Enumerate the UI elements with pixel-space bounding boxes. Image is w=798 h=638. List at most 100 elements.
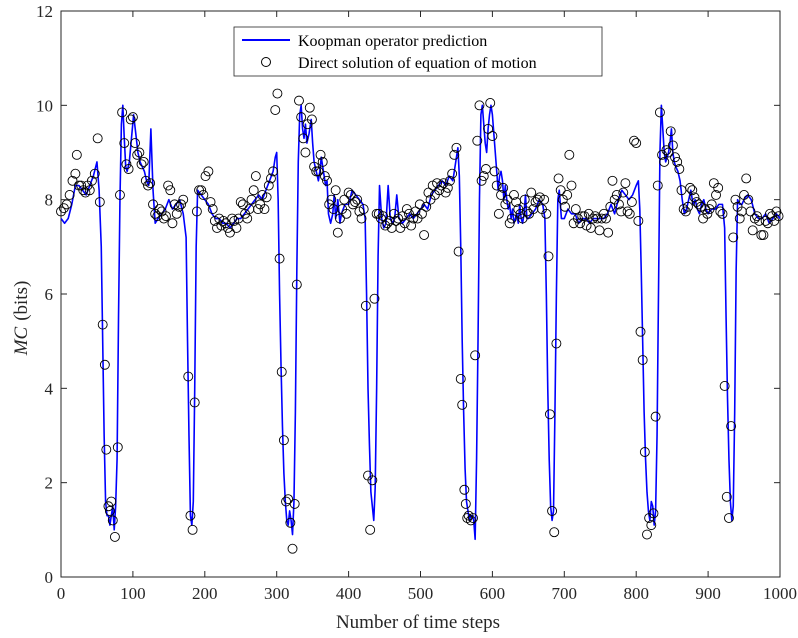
direct-solution-marker [158, 213, 169, 224]
direct-solution-marker [551, 338, 562, 349]
direct-solution-marker [680, 206, 691, 217]
direct-solution-marker [58, 203, 69, 214]
direct-solution-marker [483, 123, 494, 134]
direct-solution-marker [185, 510, 196, 521]
direct-solution-marker [84, 185, 95, 196]
direct-solution-marker [470, 350, 481, 361]
direct-solution-marker [311, 166, 322, 177]
direct-solution-marker [130, 138, 141, 149]
direct-solution-marker [455, 373, 466, 384]
axes-frame [60, 10, 781, 578]
series-layer [56, 88, 784, 554]
direct-solution-marker [101, 444, 112, 455]
direct-solution-marker [642, 529, 652, 540]
x-tick-label: 100 [120, 584, 146, 603]
direct-solution-marker [259, 204, 270, 215]
direct-solution-marker [250, 171, 261, 182]
direct-solution-marker [399, 218, 410, 229]
direct-solution-marker [56, 206, 66, 217]
direct-solution-marker [468, 513, 478, 523]
direct-solution-marker [440, 187, 451, 198]
direct-solution-marker [154, 204, 165, 215]
direct-solution-marker [476, 175, 487, 186]
direct-solution-marker [442, 182, 453, 193]
direct-solution-marker [539, 194, 550, 205]
direct-solution-marker [622, 206, 633, 217]
direct-solution-marker [436, 180, 447, 191]
direct-solution-marker [741, 173, 752, 184]
direct-solution-marker [693, 199, 704, 210]
x-tick-label: 600 [480, 584, 506, 603]
direct-solution-marker [165, 185, 176, 196]
direct-solution-marker [745, 206, 756, 217]
direct-solution-marker [350, 197, 361, 207]
direct-solution-marker [191, 206, 202, 217]
direct-solution-marker [553, 173, 564, 184]
direct-solution-marker [601, 213, 611, 224]
direct-solution-marker [378, 211, 389, 222]
direct-solution-marker [107, 515, 118, 526]
direct-solution-marker [70, 168, 81, 179]
direct-solution-marker [451, 142, 462, 153]
direct-solution-marker [332, 227, 343, 238]
direct-solution-marker [136, 159, 147, 170]
direct-solution-marker [406, 220, 417, 231]
direct-solution-marker [330, 185, 341, 196]
direct-solution-marker [121, 159, 132, 170]
direct-solution-marker [689, 192, 700, 203]
direct-solution-marker [474, 100, 485, 111]
legend: Koopman operator prediction Direct solut… [233, 26, 603, 77]
direct-solution-marker [611, 189, 622, 200]
direct-solution-marker [747, 225, 758, 236]
direct-solution-marker [637, 355, 648, 365]
x-tick-label: 0 [57, 584, 66, 603]
direct-solution-marker [242, 213, 253, 224]
direct-solution-marker [306, 114, 317, 125]
direct-solution-marker [478, 171, 489, 182]
direct-solution-marker [369, 293, 380, 304]
x-tick-label: 200 [192, 584, 218, 603]
direct-solution-marker [544, 409, 555, 420]
direct-solution-marker [67, 175, 78, 186]
direct-solution-marker [283, 494, 294, 505]
direct-solution-marker [104, 506, 115, 516]
direct-solution-marker [64, 189, 75, 200]
x-tick-label: 400 [336, 584, 362, 603]
direct-solution-marker [109, 531, 120, 542]
direct-solution-marker [620, 178, 631, 189]
direct-solution-marker [313, 166, 324, 177]
direct-solution-marker [227, 213, 238, 224]
tick-layer [60, 10, 781, 578]
direct-solution-marker [167, 218, 178, 229]
direct-solution-marker [119, 138, 130, 149]
direct-solution-marker [756, 230, 767, 240]
direct-solution-marker [570, 204, 581, 215]
direct-solution-marker [171, 208, 182, 219]
direct-solution-marker [270, 105, 281, 116]
direct-solution-marker [117, 107, 128, 118]
direct-solution-marker [487, 131, 498, 141]
direct-solution-marker [685, 182, 696, 193]
direct-solution-marker [721, 491, 732, 502]
x-tick-label: 700 [552, 584, 578, 603]
x-tick-label: 300 [264, 584, 290, 603]
plot-area [56, 10, 784, 578]
direct-solution-marker [148, 199, 158, 210]
direct-solution-marker [335, 213, 345, 224]
direct-solution-marker [278, 435, 289, 446]
direct-solution-marker [246, 194, 257, 205]
direct-solution-marker [138, 156, 149, 167]
direct-solution-marker [728, 232, 739, 243]
direct-solution-marker [665, 126, 676, 137]
direct-solution-marker [762, 218, 773, 229]
direct-solution-marker [562, 189, 573, 200]
direct-solution-marker [237, 199, 248, 210]
direct-solution-marker [652, 180, 663, 191]
direct-solution-marker [358, 204, 369, 215]
direct-solution-marker [472, 135, 483, 146]
direct-solution-marker [447, 168, 458, 179]
direct-solution-marker [300, 147, 311, 158]
direct-solution-marker [726, 421, 737, 432]
direct-solution-marker [715, 206, 726, 217]
y-tick-label: 10 [36, 96, 53, 115]
